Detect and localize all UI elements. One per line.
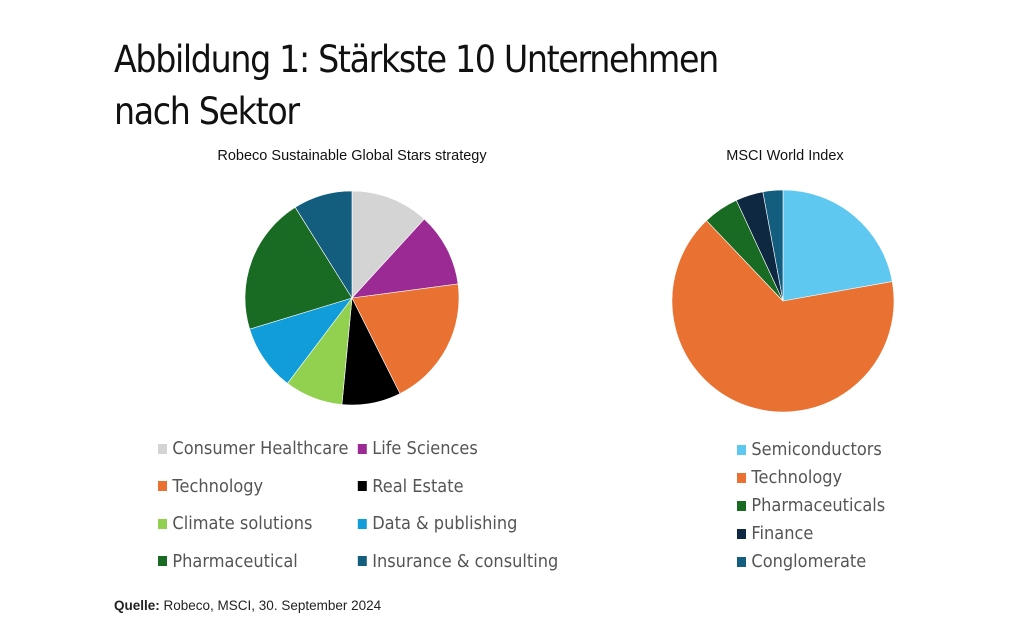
legend-swatch bbox=[357, 518, 367, 529]
legend-label: Climate solutions bbox=[172, 513, 313, 534]
legend-label: Semiconductors bbox=[751, 439, 882, 460]
legend-item: Consumer Healthcare bbox=[158, 438, 348, 459]
page-title: Abbildung 1: Stärkste 10 Unternehmen nac… bbox=[114, 38, 719, 133]
legend-item: Insurance & consulting bbox=[357, 550, 559, 572]
chart-title-msci: MSCI World Index bbox=[726, 148, 844, 164]
legend-label: Insurance & consulting bbox=[372, 550, 559, 572]
pie-slice-pharmaceutical bbox=[244, 206, 353, 330]
legend-label: Real Estate bbox=[372, 475, 464, 497]
legend-swatch bbox=[158, 443, 167, 454]
legend-item: Finance bbox=[737, 523, 813, 544]
legend-swatch bbox=[737, 556, 746, 567]
legend-label: Conglomerate bbox=[751, 551, 867, 572]
legend-label: Data & publishing bbox=[372, 513, 518, 534]
legend-item: Technology bbox=[737, 467, 842, 488]
pie-slice-consumer-healthcare bbox=[351, 190, 425, 299]
legend-item: Pharmaceutical bbox=[158, 551, 298, 572]
source-note: Quelle: Robeco, MSCI, 30. September 2024 bbox=[114, 598, 381, 613]
legend-label: Finance bbox=[751, 523, 814, 544]
legend-item: Data & publishing bbox=[357, 513, 518, 534]
legend-swatch bbox=[357, 443, 367, 454]
legend-label: Pharmaceutical bbox=[172, 550, 298, 572]
pie-slice-life-sciences bbox=[351, 218, 459, 299]
legend-label: Technology bbox=[751, 467, 843, 488]
legend-swatch bbox=[737, 472, 746, 483]
legend-item: Real Estate bbox=[357, 475, 464, 497]
legend-label: Consumer Healthcare bbox=[172, 438, 349, 459]
legend-item: Life Sciences bbox=[357, 438, 478, 459]
legend-item: Pharmaceuticals bbox=[737, 495, 885, 516]
legend-swatch bbox=[158, 556, 167, 566]
legend-item: Conglomerate bbox=[737, 551, 866, 572]
chart-title-robeco: Robeco Sustainable Global Stars strategy bbox=[217, 148, 487, 164]
pie-slice-technology bbox=[671, 220, 895, 413]
source-label: Quelle: bbox=[114, 598, 160, 613]
legend-item: Semiconductors bbox=[737, 439, 882, 460]
legend-label: Life Sciences bbox=[372, 438, 478, 459]
legend-label: Pharmaceuticals bbox=[751, 495, 886, 516]
legend-swatch bbox=[737, 444, 746, 455]
pie-slice-insurance-consulting bbox=[294, 190, 353, 300]
pie-slice-technology bbox=[351, 283, 460, 395]
legend-item: Technology bbox=[158, 476, 263, 497]
legend-swatch bbox=[357, 481, 367, 491]
legend-label: Technology bbox=[172, 475, 264, 497]
legend-swatch bbox=[737, 500, 746, 511]
source-text: Robeco, MSCI, 30. September 2024 bbox=[159, 598, 382, 613]
legend-swatch bbox=[357, 556, 367, 566]
legend-swatch bbox=[158, 518, 167, 529]
legend-item: Climate solutions bbox=[158, 513, 312, 534]
legend-swatch bbox=[158, 481, 167, 491]
pie-slice-conglomerate bbox=[762, 189, 784, 302]
legend-swatch bbox=[737, 528, 746, 539]
pie-slice-semiconductors bbox=[782, 189, 893, 302]
